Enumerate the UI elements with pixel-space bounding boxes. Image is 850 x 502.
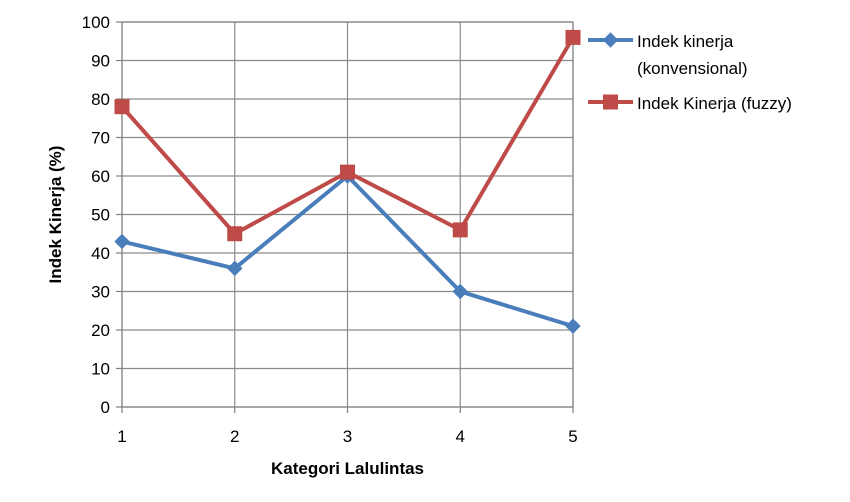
legend-label: (konvensional) [637, 59, 748, 78]
y-tick-label: 40 [91, 244, 110, 263]
x-tick-label: 4 [456, 427, 465, 446]
data-point-marker [340, 164, 355, 180]
y-tick-label: 90 [91, 52, 110, 71]
data-point-marker [452, 283, 468, 300]
y-tick-label: 50 [91, 206, 110, 225]
x-axis-title: Kategori Lalulintas [271, 459, 424, 478]
x-tick-label: 1 [117, 427, 126, 446]
legend-label: Indek kinerja [637, 32, 734, 51]
data-point-marker [565, 318, 581, 334]
legend-item-2: Indek Kinerja (fuzzy) [588, 94, 792, 113]
data-point-marker [114, 233, 130, 250]
y-tick-label: 80 [91, 90, 110, 109]
x-tick-label: 3 [343, 427, 352, 446]
legend: Indek kinerja (konvensional) Indek Kinerja… [588, 32, 792, 113]
data-point-marker [452, 222, 468, 238]
legend-swatch-marker [603, 94, 618, 110]
legend-label: Indek Kinerja (fuzzy) [637, 94, 792, 113]
data-point-marker [227, 260, 243, 277]
data-point-marker [565, 29, 581, 45]
grid-lines [121, 21, 574, 408]
y-tick-label: 70 [91, 129, 110, 148]
x-tick-label: 2 [230, 427, 239, 446]
data-point-marker [114, 99, 130, 115]
x-axis-ticks: 1 2 3 4 5 [117, 407, 578, 446]
y-axis-ticks: 0 10 20 30 40 50 60 70 80 90 100 [82, 13, 122, 417]
y-tick-label: 60 [91, 167, 110, 186]
y-tick-label: 100 [82, 13, 110, 32]
legend-swatch-marker [602, 32, 619, 48]
y-tick-label: 10 [91, 360, 110, 379]
y-tick-label: 20 [91, 321, 110, 340]
series-2 [114, 29, 581, 242]
y-tick-label: 30 [91, 283, 110, 302]
data-point-marker [227, 226, 243, 242]
y-tick-label: 0 [101, 398, 110, 417]
series-group [114, 29, 581, 334]
legend-item-1: Indek kinerja (konvensional) [588, 32, 748, 78]
y-axis-title: Indek Kinerja (%) [46, 146, 65, 284]
x-tick-label: 5 [568, 427, 577, 446]
